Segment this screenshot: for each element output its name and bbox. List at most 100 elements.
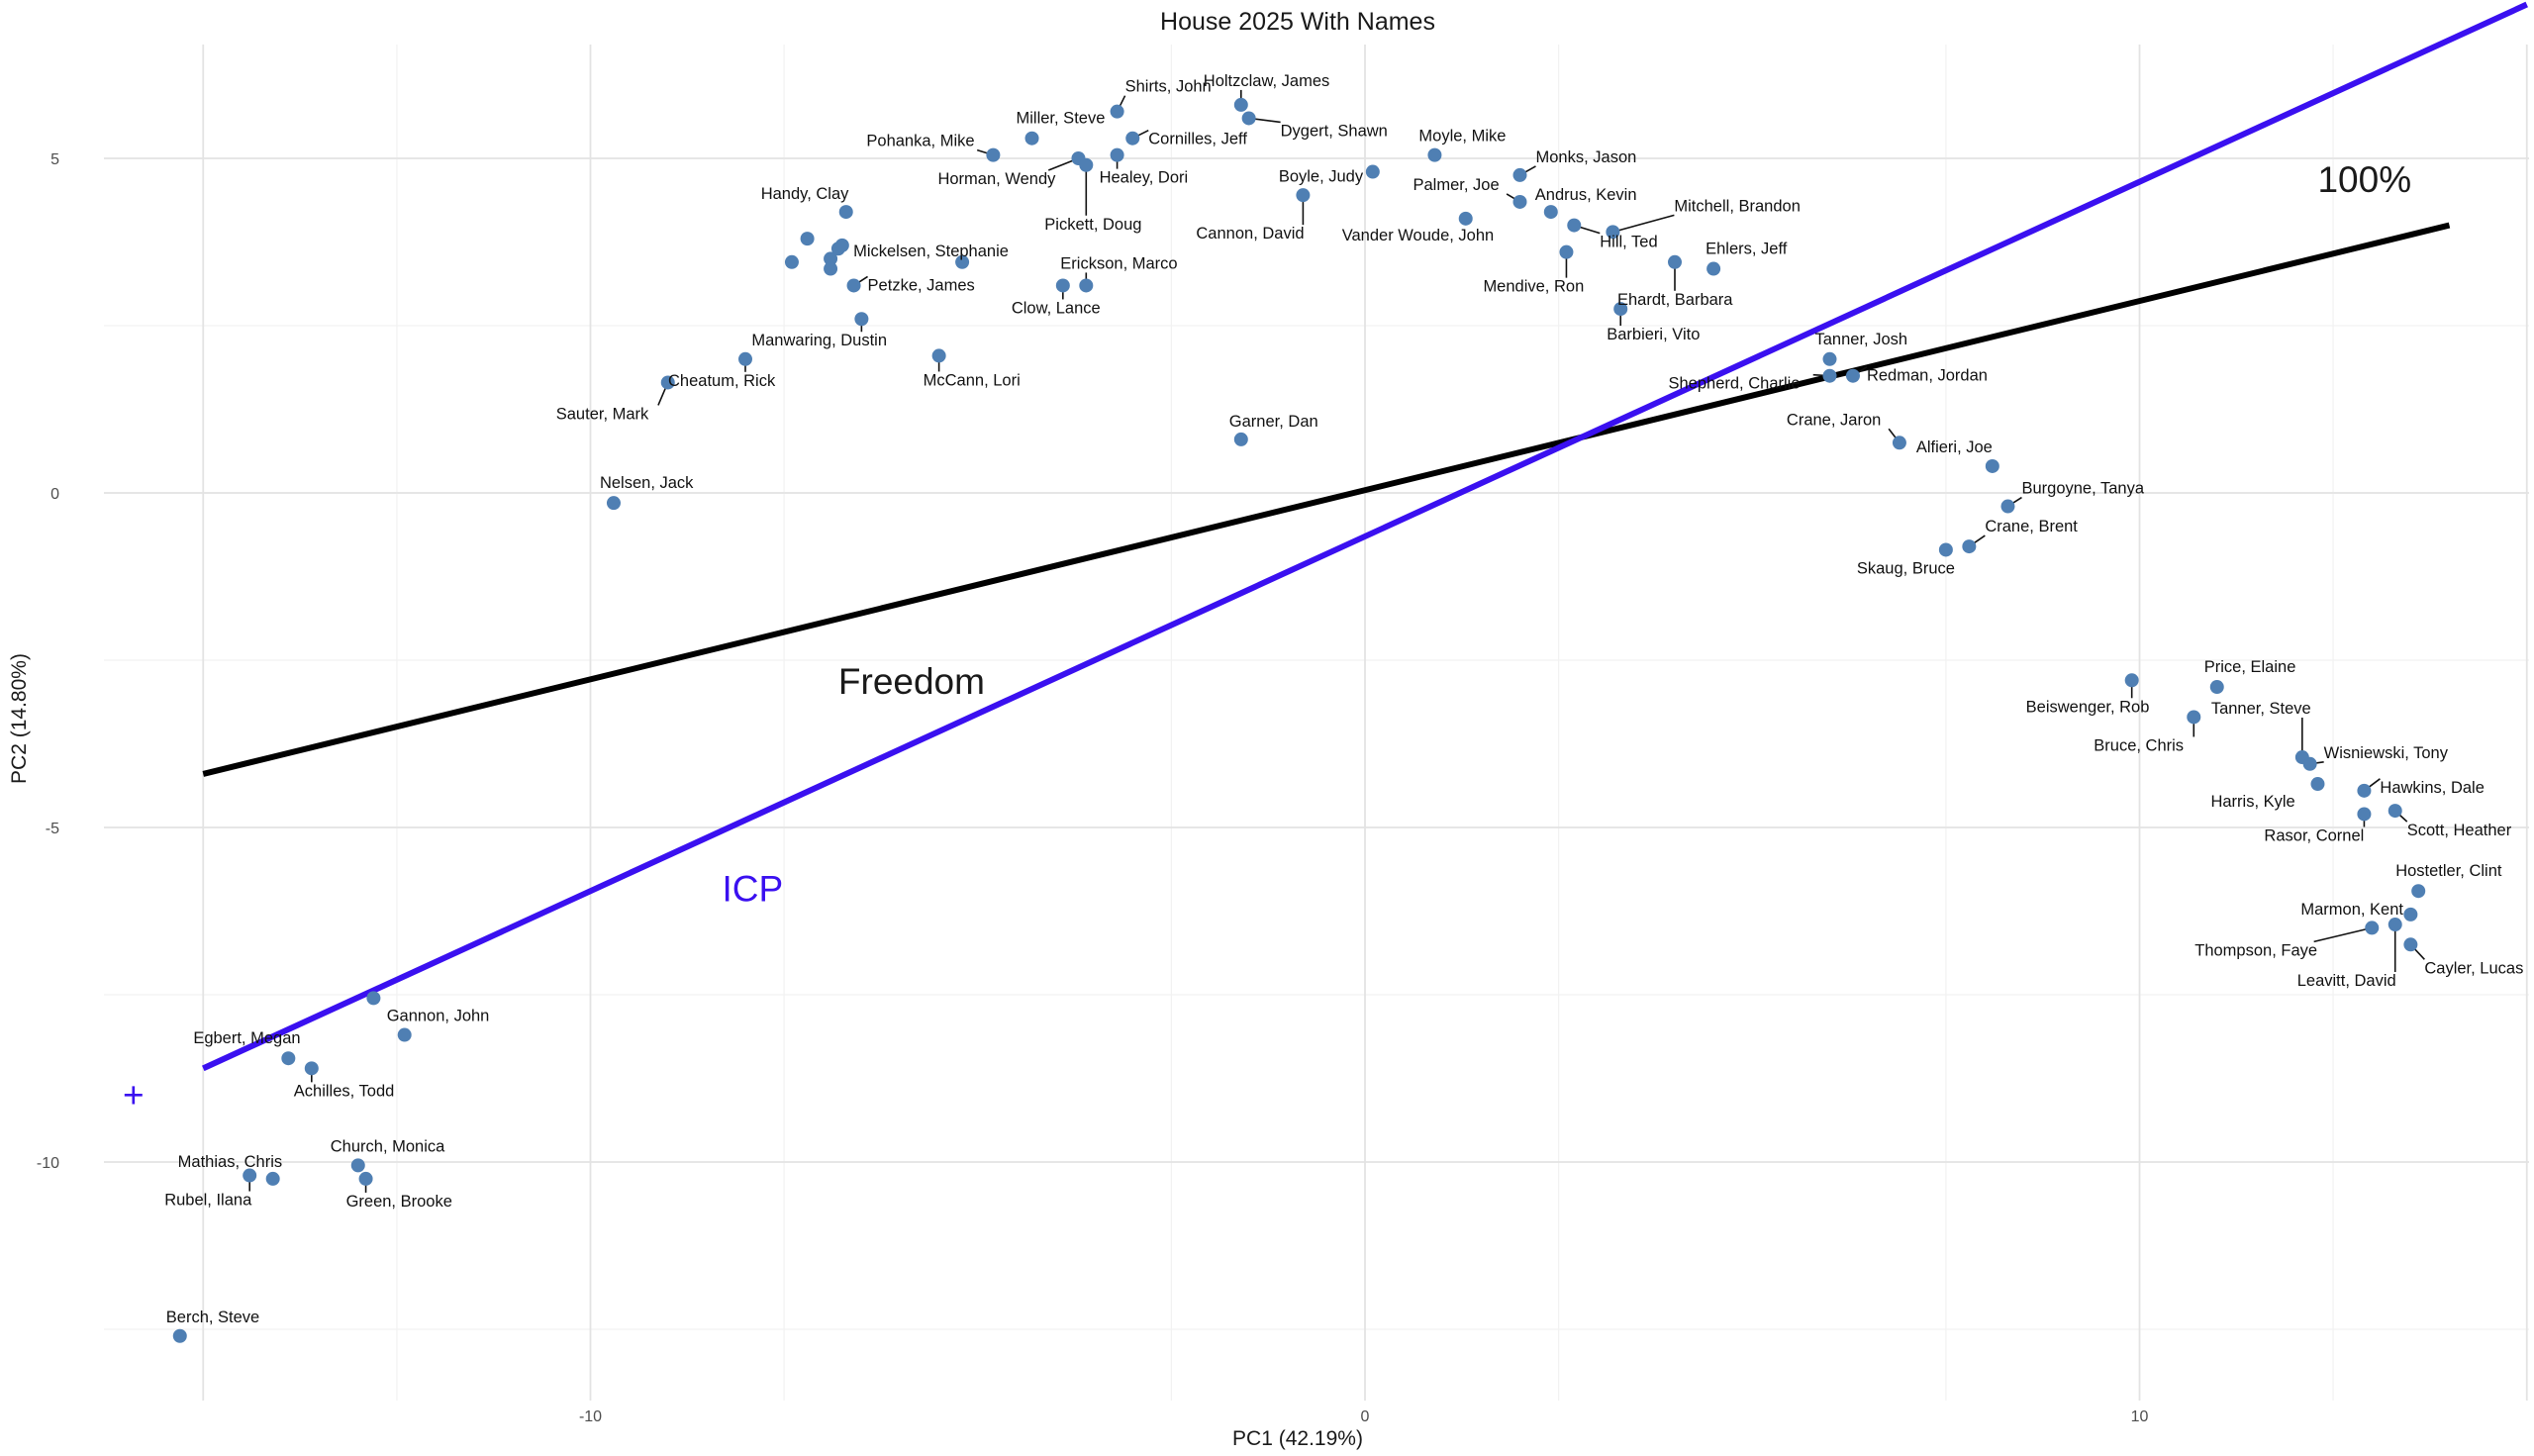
point-label: Erickson, Marco [1060,254,1177,272]
point-label: Vander Woude, John [1342,227,1495,244]
data-point[interactable] [1512,194,1527,209]
data-point[interactable] [2357,807,2372,822]
point-label: Church, Monica [331,1137,445,1155]
data-point[interactable] [800,232,815,246]
x-axis-title: PC1 (42.19%) [1232,1427,1363,1450]
data-point[interactable] [2310,777,2325,792]
data-point[interactable] [606,496,621,511]
data-point[interactable] [1938,542,1953,557]
point-label: Shepherd, Charlie [1669,375,1801,393]
point-label: Gannon, John [387,1008,490,1025]
data-point[interactable] [846,278,861,293]
data-point[interactable] [738,351,752,366]
y-tick-label: -10 [37,1155,59,1172]
point-label: Leavitt, David [2297,972,2396,990]
data-point[interactable] [1567,218,1582,233]
point-label: Petzke, James [868,276,975,294]
annotations: 100% Freedom ICP + [123,159,2411,1116]
data-point[interactable] [1241,111,1256,126]
data-point[interactable] [1543,205,1558,220]
data-point[interactable] [1512,167,1527,182]
data-point[interactable] [1606,225,1620,240]
data-point[interactable] [2403,907,2418,922]
data-point[interactable] [1296,188,1311,203]
data-point[interactable] [265,1171,280,1186]
data-point[interactable] [1365,164,1380,179]
data-point[interactable] [304,1061,319,1076]
data-point[interactable] [243,1168,257,1183]
data-point[interactable] [1079,278,1094,293]
data-point[interactable] [1233,432,1248,446]
data-point[interactable] [366,991,381,1006]
data-point[interactable] [660,375,675,390]
data-point[interactable] [1055,278,1070,293]
data-point[interactable] [1110,147,1124,162]
data-point[interactable] [2388,918,2402,932]
data-point[interactable] [1892,436,1906,450]
point-label: Crane, Jaron [1787,411,1881,429]
data-point[interactable] [1458,211,1473,226]
data-point[interactable] [1822,351,1837,366]
data-point[interactable] [2403,937,2418,952]
label-leader [1612,214,1675,234]
data-point[interactable] [2357,783,2372,798]
data-point[interactable] [1024,131,1039,146]
data-point[interactable] [2302,756,2317,771]
data-point[interactable] [172,1328,187,1343]
x-tick-label: -10 [579,1408,602,1425]
data-point[interactable] [838,205,853,220]
data-point[interactable] [397,1027,412,1042]
data-point[interactable] [2411,884,2426,899]
data-point[interactable] [1985,458,1999,473]
data-point[interactable] [2124,673,2139,688]
data-point[interactable] [1233,97,1248,112]
data-point[interactable] [1613,302,1628,317]
data-point[interactable] [1427,147,1442,162]
data-point[interactable] [1845,368,1860,383]
point-label: Marmon, Kent [2300,901,2403,919]
point-label: Monks, Jason [1536,148,1637,166]
data-point[interactable] [2209,680,2224,695]
point-label: Handy, Clay [761,185,849,203]
data-point[interactable] [281,1051,296,1066]
point-label: Burgoyne, Tanya [2021,480,2144,498]
point-label: Tanner, Josh [1815,331,1908,348]
annotation-label: Freedom [838,661,985,702]
data-point[interactable] [1822,368,1837,383]
chart-title: House 2025 With Names [1160,8,1435,36]
data-point[interactable] [1559,244,1574,259]
point-label: Manwaring, Dustin [751,332,887,349]
data-point[interactable] [1125,131,1140,146]
data-point[interactable] [931,348,946,363]
point-label: Dygert, Shawn [1281,122,1388,140]
point-label: Scott, Heather [2407,822,2512,839]
data-point[interactable] [824,251,838,266]
point-label: Barbieri, Vito [1607,326,1700,343]
data-point[interactable] [1706,261,1721,276]
data-point[interactable] [854,312,869,327]
point-label: Hawkins, Dale [2380,779,2484,797]
point-label: Beiswenger, Rob [2026,698,2150,716]
y-tick-label: -5 [46,821,59,837]
data-point[interactable] [2365,921,2380,935]
annotation-label: ICP [723,868,784,909]
data-point[interactable] [834,238,849,252]
point-label: Ehlers, Jeff [1706,241,1788,258]
point-label: Mitchell, Brandon [1674,197,1800,215]
data-point[interactable] [784,254,799,269]
data-point[interactable] [1668,254,1682,269]
reference-line-100 [202,222,2451,777]
point-label: Boyle, Judy [1279,168,1364,186]
data-point[interactable] [824,261,838,276]
data-point[interactable] [1079,157,1094,172]
data-point[interactable] [1962,539,1977,554]
data-point[interactable] [2000,499,2015,514]
data-point[interactable] [955,254,970,269]
data-point[interactable] [986,147,1001,162]
data-point[interactable] [350,1158,365,1173]
data-point[interactable] [1110,104,1124,119]
data-point[interactable] [358,1171,373,1186]
data-point[interactable] [2187,710,2201,725]
data-point[interactable] [2388,804,2402,819]
